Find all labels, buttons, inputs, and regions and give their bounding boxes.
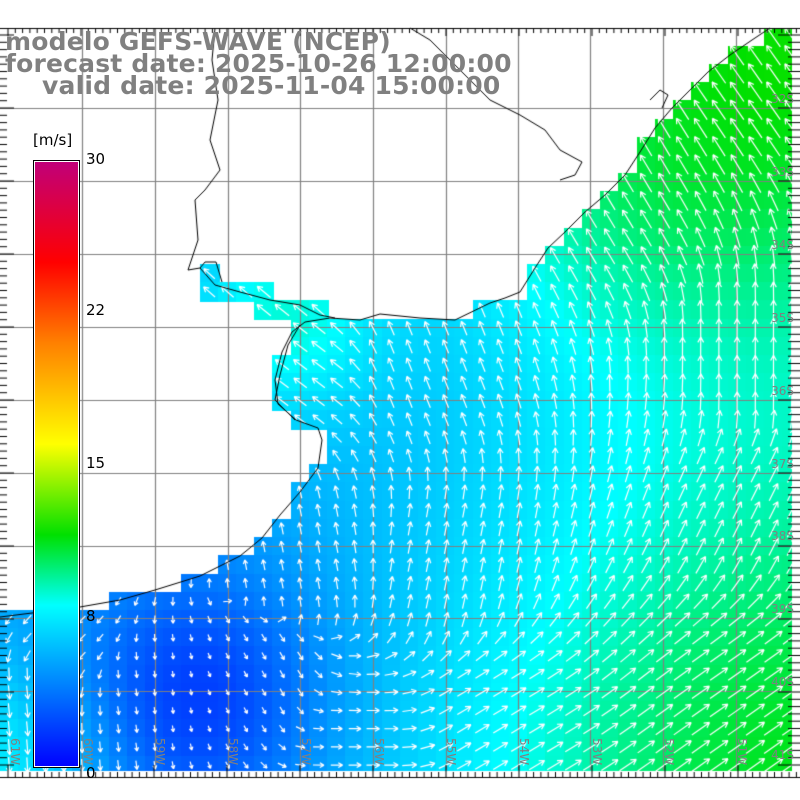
longitude-label: 60W <box>80 738 95 766</box>
longitude-label: 51W <box>735 738 749 766</box>
valid-date: valid date: 2025-11-04 15:00:00 <box>42 71 501 100</box>
latitude-label: 36S <box>771 383 794 398</box>
colorbar-unit: [m/s] <box>33 131 73 149</box>
colorbar-gradient <box>33 160 80 768</box>
latitude-label: 35S <box>771 310 794 325</box>
longitude-label: 56W <box>371 738 386 766</box>
latitude-label: 34S <box>771 237 794 252</box>
longitude-label: 58W <box>226 738 241 766</box>
colorbar-tick: 8 <box>86 607 96 625</box>
colorbar-tick: 15 <box>86 454 106 472</box>
latitude-label: 39S <box>771 602 794 617</box>
longitude-label: 54W <box>516 738 531 766</box>
colorbar-tick: 22 <box>86 301 106 319</box>
longitude-label: 52W <box>662 738 677 766</box>
forecast-date: forecast date: 2025-10-26 12:00:00 <box>5 49 512 78</box>
latitude-label: 38S <box>771 529 794 544</box>
longitude-label: 53W <box>589 738 604 766</box>
latitude-label: 40S <box>771 675 794 690</box>
colorbar-tick: 0 <box>86 764 96 782</box>
latitude-label: 37S <box>771 456 794 471</box>
latitude-label: 32S <box>771 92 794 106</box>
latitude-label: 33S <box>771 164 794 179</box>
model-title: modelo GEFS-WAVE (NCEP) <box>5 27 391 56</box>
longitude-label: 57W <box>298 738 313 766</box>
colorbar-tick: 30 <box>86 150 106 168</box>
latitude-label: 41S <box>771 748 794 763</box>
longitude-label: 55W <box>444 738 459 766</box>
longitude-label: 59W <box>153 738 168 766</box>
longitude-label: 61W <box>8 738 22 766</box>
